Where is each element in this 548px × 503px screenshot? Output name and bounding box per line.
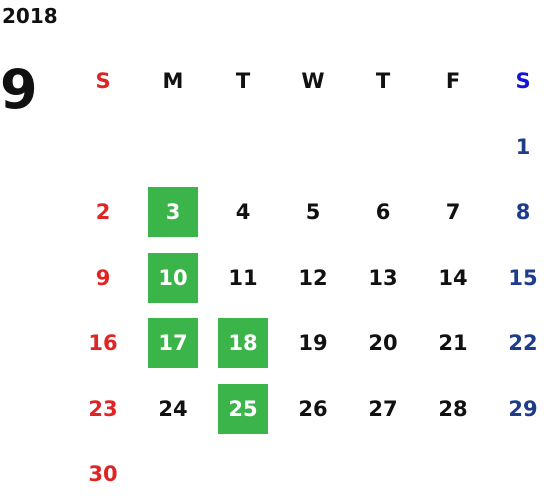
day[interactable]: 28 xyxy=(438,396,468,421)
day[interactable]: 13 xyxy=(368,265,398,290)
day[interactable]: 7 xyxy=(445,200,461,224)
weekday-label: F xyxy=(445,69,461,93)
day[interactable]: 26 xyxy=(298,396,328,421)
day[interactable]: 15 xyxy=(508,265,538,290)
day[interactable]: 24 xyxy=(158,396,188,421)
weekday-label: S xyxy=(515,69,531,93)
day[interactable]: 5 xyxy=(305,200,321,224)
day[interactable]: 22 xyxy=(508,331,538,355)
day[interactable]: 2 xyxy=(95,200,111,224)
year: 2018 xyxy=(2,4,58,28)
day[interactable]: 29 xyxy=(508,396,538,421)
day[interactable]: 9 xyxy=(95,265,111,290)
day[interactable]: 1 xyxy=(515,134,531,159)
highlighted-day[interactable]: 25 xyxy=(218,383,268,434)
highlighted-day[interactable]: 17 xyxy=(148,318,198,368)
weekday-label: T xyxy=(235,69,251,93)
highlighted-day[interactable]: 10 xyxy=(148,252,198,303)
weekday-label: T xyxy=(375,69,391,93)
weekday-label: S xyxy=(95,69,111,93)
month: 9 xyxy=(0,58,38,121)
day[interactable]: 4 xyxy=(235,200,251,224)
day[interactable]: 21 xyxy=(438,331,468,355)
highlighted-day[interactable]: 3 xyxy=(148,187,198,237)
day[interactable]: 11 xyxy=(228,265,258,290)
weekday-label: M xyxy=(162,69,184,93)
weekday-label: W xyxy=(301,69,325,93)
day[interactable]: 8 xyxy=(515,200,531,224)
day[interactable]: 16 xyxy=(88,331,118,355)
day[interactable]: 27 xyxy=(368,396,398,421)
day[interactable]: 23 xyxy=(88,396,118,421)
day[interactable]: 30 xyxy=(88,462,118,486)
day[interactable]: 14 xyxy=(438,265,468,290)
day[interactable]: 19 xyxy=(298,331,328,355)
day[interactable]: 12 xyxy=(298,265,328,290)
highlighted-day[interactable]: 18 xyxy=(218,318,268,368)
day[interactable]: 6 xyxy=(375,200,391,224)
day[interactable]: 20 xyxy=(368,331,398,355)
